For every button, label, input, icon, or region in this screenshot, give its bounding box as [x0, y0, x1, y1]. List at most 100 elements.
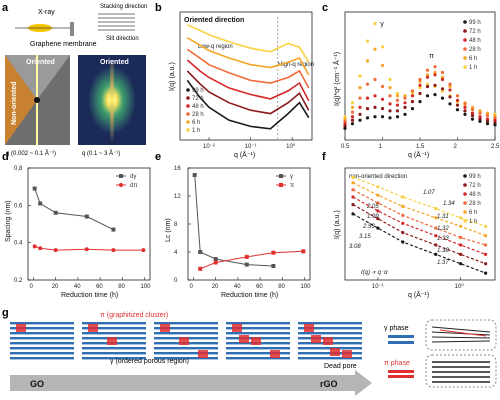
data-point — [38, 201, 43, 206]
data-point — [395, 91, 400, 96]
gamma-model-box — [425, 319, 497, 351]
data-point — [478, 111, 482, 115]
graphene-sheet — [82, 322, 146, 325]
data-point — [470, 105, 475, 109]
legend-entry: γ — [290, 174, 293, 180]
legend-entry: 1 h — [469, 219, 477, 225]
data-point — [111, 227, 116, 232]
data-point — [493, 114, 497, 118]
gamma-phase-label: γ phase — [384, 325, 409, 332]
graphene-sheet — [298, 357, 362, 360]
plot-frame — [27, 167, 151, 281]
legend-marker — [463, 56, 467, 60]
graphene-sheet — [226, 347, 290, 350]
data-point — [433, 65, 437, 69]
data-point — [84, 247, 89, 252]
legend-marker — [186, 128, 190, 132]
panel-label-a: a — [2, 2, 9, 14]
gamma-region-label: γ (ordered porous region) — [110, 358, 189, 365]
graphene-sheet — [82, 332, 146, 335]
data-point — [380, 84, 385, 89]
legend-marker — [463, 38, 467, 42]
data-point — [440, 70, 445, 75]
data-point — [380, 97, 385, 101]
series-line — [34, 188, 114, 231]
beam-stop-icon — [34, 97, 40, 103]
fit-line — [352, 176, 486, 227]
data-point — [350, 101, 355, 105]
data-point — [470, 114, 475, 118]
data-point — [484, 243, 488, 247]
graphene-sheet — [154, 327, 218, 330]
data-point — [365, 39, 370, 43]
data-point — [403, 94, 407, 98]
graphene-sheet — [82, 352, 146, 355]
data-point — [493, 118, 497, 122]
plot-frame — [344, 167, 496, 281]
data-point — [388, 109, 392, 113]
data-point — [141, 248, 146, 253]
data-point — [478, 109, 482, 113]
graphene-sheet — [226, 322, 290, 325]
annotation-exponent: 1.33 — [437, 236, 449, 242]
pi-cluster — [160, 324, 170, 332]
data-point — [301, 249, 306, 254]
x-axis-label: Reduction time (h) — [221, 292, 278, 299]
data-point — [365, 96, 370, 100]
data-point — [463, 112, 467, 116]
y-axis-label: I(q) (a.u.) — [334, 210, 341, 239]
data-point — [32, 186, 37, 191]
pi-cluster — [232, 324, 242, 332]
pi-cluster — [251, 337, 261, 345]
y-tick-label: 8 — [174, 222, 178, 228]
data-point — [484, 252, 488, 256]
legend-marker — [119, 183, 123, 187]
annotation-exponent: 2.53 — [362, 224, 375, 230]
graphene-sheet — [10, 327, 74, 330]
data-point — [478, 115, 482, 119]
graphene-sheet — [154, 332, 218, 335]
data-point — [440, 75, 445, 79]
data-point — [198, 250, 203, 254]
data-point — [380, 45, 385, 49]
legend-entry: 99 h — [469, 20, 481, 26]
data-point — [433, 83, 437, 87]
data-point — [418, 86, 422, 90]
x-tick-label: 0 — [30, 284, 34, 290]
gamma-phase-swatch-1 — [388, 335, 414, 338]
data-point — [388, 77, 392, 82]
panel-label-b: b — [155, 2, 162, 14]
annotation-high-q: High-q region — [278, 62, 314, 68]
series-line-99h — [186, 79, 310, 130]
data-point — [455, 98, 460, 102]
x-axis-label: q (Å⁻¹) — [408, 150, 429, 159]
stacked-sheets-icon — [98, 13, 135, 31]
x-tick-label: 100 — [140, 284, 151, 290]
graphene-sheet — [154, 347, 218, 350]
stacking-direction-label: Stacking direction — [100, 4, 147, 10]
data-point — [395, 94, 400, 98]
data-point — [343, 126, 347, 130]
annotation-pi: π — [429, 53, 434, 60]
x-tick-label: 2 — [454, 144, 458, 150]
data-point — [32, 244, 37, 249]
fit-line — [352, 196, 486, 255]
data-point — [440, 77, 445, 82]
pi-cluster — [239, 335, 249, 343]
data-point — [418, 100, 422, 104]
x-axis-label: q (Å⁻¹) — [408, 290, 429, 299]
data-point — [373, 105, 377, 109]
data-point — [373, 22, 377, 26]
data-point — [440, 89, 445, 93]
data-point — [388, 94, 392, 98]
y-tick-label: 0.6 — [14, 203, 23, 209]
series-line-1h — [186, 24, 310, 63]
x-tick-label: 2.5 — [491, 144, 500, 150]
panel-c-chart: 0.5 1 1.5 2 2.5 q (Å⁻¹) I(q)*q² (cm⁻¹ Å⁻¹) γ π 99… — [332, 11, 500, 159]
reduction-arrow — [10, 370, 372, 396]
annotation-exponent: 1.32 — [437, 226, 449, 232]
data-point — [373, 94, 377, 98]
data-point — [403, 101, 407, 105]
annotation-exponent: 1.07 — [423, 190, 435, 196]
